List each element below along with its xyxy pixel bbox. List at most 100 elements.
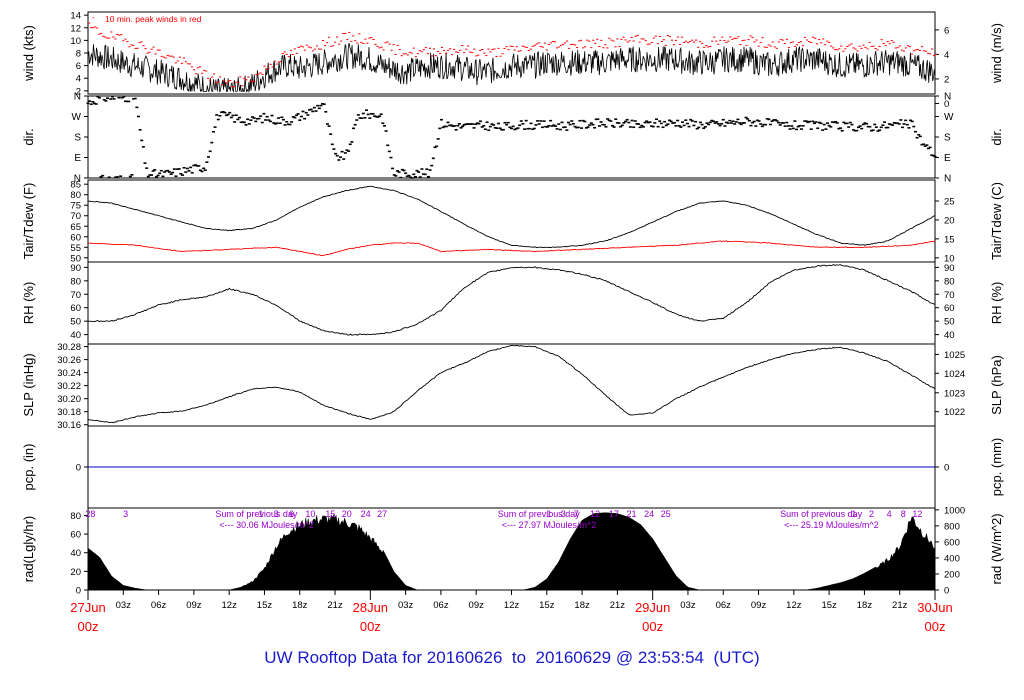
rad-hour-mark: 8 bbox=[901, 509, 906, 519]
x-tick-label: 09z bbox=[751, 600, 767, 611]
y-axis-label: wind (kts) bbox=[21, 25, 36, 82]
rad-hour-mark: 12 bbox=[912, 509, 922, 519]
y-tick-label-right: 1022 bbox=[944, 407, 965, 418]
wind-series-line bbox=[87, 42, 936, 94]
rad-hour-mark: 27 bbox=[377, 509, 387, 519]
rad-hour-mark: 3 bbox=[123, 509, 128, 519]
panel-frame bbox=[87, 343, 936, 427]
peak-wind-marker: - bbox=[92, 12, 95, 22]
x-tick-label: 21z bbox=[327, 600, 343, 611]
day-label-hour: 00z bbox=[642, 619, 663, 634]
panel-frame bbox=[87, 95, 936, 179]
y-tick-label: 30.22 bbox=[57, 381, 81, 392]
y-tick-label: 60 bbox=[70, 232, 81, 243]
rh-series-line bbox=[87, 263, 936, 336]
x-tick-label: 12z bbox=[222, 600, 238, 611]
y-tick-label: 30.26 bbox=[57, 355, 81, 366]
y-tick-label: 6 bbox=[76, 61, 81, 72]
day-label-hour: 00z bbox=[78, 619, 99, 634]
y-tick-label-right: N bbox=[944, 174, 951, 185]
panel-rh: 40 50 60 70 80 90 40 50 60 70 80 90 RH (%) RH (%) bbox=[21, 261, 1004, 345]
x-tick-label: 12z bbox=[504, 600, 520, 611]
rad-hour-mark: 24 bbox=[361, 509, 371, 519]
y-tick-label: 30.16 bbox=[57, 420, 81, 431]
rad-hour-mark: 2 bbox=[869, 509, 874, 519]
rad-sum-value: <--- 27.97 MJoules/m^2 bbox=[502, 520, 597, 530]
y-tick-label-right: 0 bbox=[944, 463, 949, 474]
x-tick-label: 06z bbox=[716, 600, 732, 611]
y-tick-label: 85 bbox=[70, 180, 81, 191]
y-axis-label: rad(Lgly/hr) bbox=[21, 516, 36, 582]
y-tick-label-right: 4 bbox=[944, 50, 949, 61]
y-tick-label: W bbox=[72, 112, 82, 123]
rad-hour-mark: 28 bbox=[85, 509, 95, 519]
rad-hour-mark: 6 bbox=[289, 509, 294, 519]
y-tick-label: 8 bbox=[76, 49, 81, 60]
slp-series-line bbox=[87, 345, 936, 424]
panel-pcp: 0 0 pcp. (in) pcp. (mm) bbox=[21, 425, 1004, 509]
x-tick-label: 15z bbox=[539, 600, 555, 611]
footer-title: UW Rooftop Data for 20160626 to 20160629… bbox=[264, 648, 760, 667]
x-tick-label: 09z bbox=[469, 600, 485, 611]
y-tick-label: 0 bbox=[76, 463, 81, 474]
y-axis-label: Tair/Tdew (F) bbox=[21, 183, 36, 260]
day-label-hour: 00z bbox=[360, 619, 381, 634]
rad-hour-mark: 1 bbox=[851, 509, 856, 519]
y-tick-label-right: 6 bbox=[944, 25, 949, 36]
y-tick-label: 60 bbox=[70, 303, 81, 314]
y-tick-label-right: 90 bbox=[944, 263, 955, 274]
y-tick-label-right: 15 bbox=[944, 234, 955, 245]
y-tick-label: E bbox=[74, 153, 81, 164]
rad-hour-mark: 15 bbox=[325, 509, 335, 519]
y-tick-label: N bbox=[74, 174, 81, 185]
y-tick-label: 40 bbox=[70, 548, 81, 559]
rad-hour-mark: 12 bbox=[590, 509, 600, 519]
x-axis: 03z 06z 09z 12z 15z 18z 21z 03z 06z 09z 12z 15z 18z 2… bbox=[70, 590, 953, 634]
rad-hour-mark: 21 bbox=[626, 509, 636, 519]
rad-sum-title: Sum of previous day bbox=[215, 509, 298, 519]
day-label-hour: 00z bbox=[925, 619, 946, 634]
y-tick-label: 14 bbox=[70, 11, 81, 22]
y-tick-label-right: 200 bbox=[944, 569, 960, 580]
rad-hour-mark: 20 bbox=[342, 509, 352, 519]
y-tick-label: S bbox=[74, 133, 81, 144]
y-tick-label: N bbox=[74, 92, 81, 103]
y-axis-label-right: Tair/Tdew (C) bbox=[989, 182, 1004, 260]
y-axis-label-right: wind (m/s) bbox=[989, 23, 1004, 84]
x-tick-label: 06z bbox=[151, 600, 167, 611]
peak-wind-annotation: 10 min. peak winds in red bbox=[105, 14, 202, 24]
day-label-date: 28Jun bbox=[353, 600, 388, 615]
rad-hour-mark: 4 bbox=[887, 509, 892, 519]
y-tick-label: 80 bbox=[70, 511, 81, 522]
rad-sum-value: <--- 25.19 MJoules/m^2 bbox=[784, 520, 879, 530]
x-tick-label: 03z bbox=[680, 600, 696, 611]
y-tick-label: 70 bbox=[70, 290, 81, 301]
y-tick-label-right: 10 bbox=[944, 253, 955, 264]
panel-frame bbox=[87, 261, 936, 345]
y-tick-label-right: 800 bbox=[944, 521, 960, 532]
y-tick-label: 30.20 bbox=[57, 394, 81, 405]
rad-sum-value: <--- 30.06 MJoules/m^2 bbox=[219, 520, 314, 530]
y-tick-label-right: 0 bbox=[944, 99, 949, 110]
x-tick-label: 18z bbox=[857, 600, 873, 611]
y-tick-label: 50 bbox=[70, 253, 81, 264]
x-tick-label: 03z bbox=[116, 600, 132, 611]
radiation-series-area bbox=[87, 512, 936, 591]
y-tick-label: 30.24 bbox=[57, 368, 81, 379]
y-tick-label-right: 40 bbox=[944, 330, 955, 341]
x-tick-label: 21z bbox=[892, 600, 908, 611]
y-axis-label: SLP (inHg) bbox=[21, 353, 36, 416]
y-axis-label: RH (%) bbox=[21, 282, 36, 325]
y-tick-label: 40 bbox=[70, 330, 81, 341]
y-tick-label: 55 bbox=[70, 243, 81, 254]
rad-hour-mark: 24 bbox=[644, 509, 654, 519]
panel-slp: 30.16 30.18 30.20 30.22 30.24 30.26 30.28 1022 1… bbox=[21, 342, 1004, 431]
rad-hour-mark: 1 bbox=[258, 509, 263, 519]
y-tick-label: 2 bbox=[76, 86, 81, 97]
rad-hour-mark: 3 bbox=[274, 509, 279, 519]
rad-hour-mark: 17 bbox=[609, 509, 619, 519]
